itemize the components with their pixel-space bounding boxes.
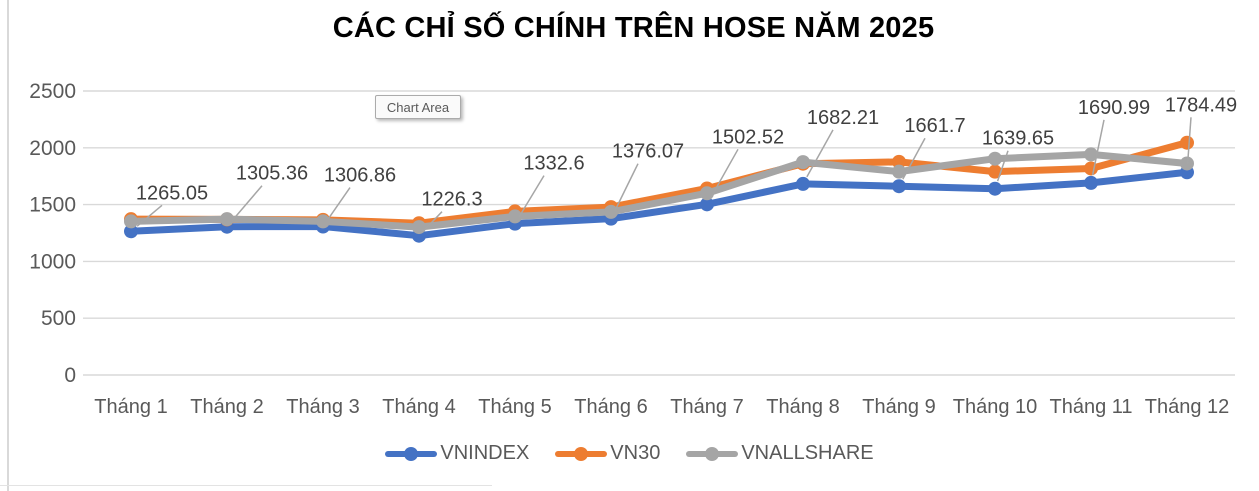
svg-text:Tháng 10: Tháng 10 xyxy=(953,396,1038,418)
legend-label: VNALLSHARE xyxy=(741,442,874,464)
data-point[interactable] xyxy=(796,155,810,170)
leader-line xyxy=(1186,117,1192,165)
leader-line xyxy=(423,211,443,231)
data-point[interactable] xyxy=(892,154,906,169)
leader-line xyxy=(996,150,1009,182)
data-label: 1682.21 xyxy=(807,107,879,129)
svg-text:Tháng 1: Tháng 1 xyxy=(94,396,167,418)
leader-line xyxy=(1091,119,1105,176)
svg-text:500: 500 xyxy=(41,307,76,330)
data-label: 1306.86 xyxy=(324,165,396,187)
leader-line xyxy=(136,204,163,227)
svg-text:Tháng 9: Tháng 9 xyxy=(862,396,935,418)
legend-label: VNINDEX xyxy=(440,442,530,464)
leader-line xyxy=(326,187,351,221)
leader-line xyxy=(613,163,639,212)
legend-item-vnallshare[interactable]: VNALLSHARE xyxy=(686,442,874,465)
data-point[interactable] xyxy=(892,164,906,179)
svg-text:1000: 1000 xyxy=(29,250,76,273)
legend-item-vnindex[interactable]: VNINDEX xyxy=(385,442,529,465)
series-vnallshare[interactable] xyxy=(124,147,1194,235)
worksheet-gridline-bottom xyxy=(0,485,492,486)
leader-line xyxy=(231,185,263,222)
data-point[interactable] xyxy=(988,181,1002,196)
svg-text:Tháng 12: Tháng 12 xyxy=(1145,396,1230,418)
svg-text:Tháng 2: Tháng 2 xyxy=(190,396,263,418)
data-label: 1784.49 xyxy=(1165,94,1237,116)
chart-title[interactable]: CÁC CHỈ SỐ CHÍNH TRÊN HOSE NĂM 2025 xyxy=(332,12,935,44)
svg-text:Tháng 3: Tháng 3 xyxy=(286,396,359,418)
legend: VNINDEX VN30 VNALLSHARE xyxy=(0,442,1259,465)
data-point[interactable] xyxy=(700,186,714,201)
chart-area-tooltip-label: Chart Area xyxy=(386,99,450,115)
data-point[interactable] xyxy=(988,151,1002,166)
leader-line xyxy=(902,137,926,180)
legend-line-marker-icon xyxy=(555,446,608,461)
data-label: 1376.07 xyxy=(612,141,684,163)
svg-text:Tháng 7: Tháng 7 xyxy=(670,396,743,418)
leader-line xyxy=(518,175,545,218)
svg-text:0: 0 xyxy=(64,364,76,387)
data-point[interactable] xyxy=(124,224,138,239)
svg-text:Tháng 11: Tháng 11 xyxy=(1049,396,1132,418)
data-point[interactable] xyxy=(124,214,138,229)
data-point[interactable] xyxy=(604,204,618,219)
leader-line xyxy=(806,129,834,178)
data-point[interactable] xyxy=(1084,175,1098,190)
series-vnindex[interactable] xyxy=(124,165,1194,243)
data-label: 1265.05 xyxy=(136,182,208,204)
data-label: 1639.65 xyxy=(982,128,1054,150)
legend-label: VN30 xyxy=(610,442,661,464)
svg-text:Tháng 6: Tháng 6 xyxy=(574,396,647,418)
data-point[interactable] xyxy=(412,220,426,235)
data-label: 1332.6 xyxy=(523,153,584,175)
data-point[interactable] xyxy=(1084,147,1098,162)
svg-text:2500: 2500 xyxy=(29,80,76,103)
data-label: 1502.52 xyxy=(712,126,784,148)
svg-text:Tháng 5: Tháng 5 xyxy=(478,396,551,418)
svg-text:Tháng 4: Tháng 4 xyxy=(382,396,455,418)
y-axis-labels[interactable]: 0 500 1000 1500 2000 2500 xyxy=(29,80,76,387)
gridlines xyxy=(83,90,1235,376)
data-label: 1226.3 xyxy=(421,189,482,211)
data-point[interactable] xyxy=(700,197,714,212)
data-point[interactable] xyxy=(220,212,234,227)
data-point[interactable] xyxy=(508,209,522,224)
data-point[interactable] xyxy=(1180,135,1194,150)
data-point[interactable] xyxy=(316,214,330,229)
leader-line xyxy=(710,148,739,198)
data-point[interactable] xyxy=(796,176,810,191)
legend-line-marker-icon xyxy=(385,446,438,461)
chart-area-tooltip: Chart Area xyxy=(375,95,461,119)
svg-text:1500: 1500 xyxy=(29,194,76,217)
data-labels-vnindex: 1265.05 1305.36 1306.86 1226.3 1332.6 1376.07… xyxy=(136,94,1237,231)
data-point[interactable] xyxy=(892,179,906,194)
svg-text:Tháng 8: Tháng 8 xyxy=(766,396,839,418)
legend-line-marker-icon xyxy=(686,446,739,461)
data-point[interactable] xyxy=(988,164,1002,179)
x-axis-labels[interactable]: Tháng 1 Tháng 2 Tháng 3 Tháng 4 Tháng 5 Tháng… xyxy=(94,396,1229,418)
data-label: 1305.36 xyxy=(236,163,308,185)
svg-text:2000: 2000 xyxy=(29,137,76,160)
worksheet-gridline-left xyxy=(7,0,9,491)
data-label: 1661.7 xyxy=(904,115,965,137)
legend-item-vn30[interactable]: VN30 xyxy=(555,442,660,465)
data-label: 1690.99 xyxy=(1078,97,1150,119)
data-point[interactable] xyxy=(1084,161,1098,176)
